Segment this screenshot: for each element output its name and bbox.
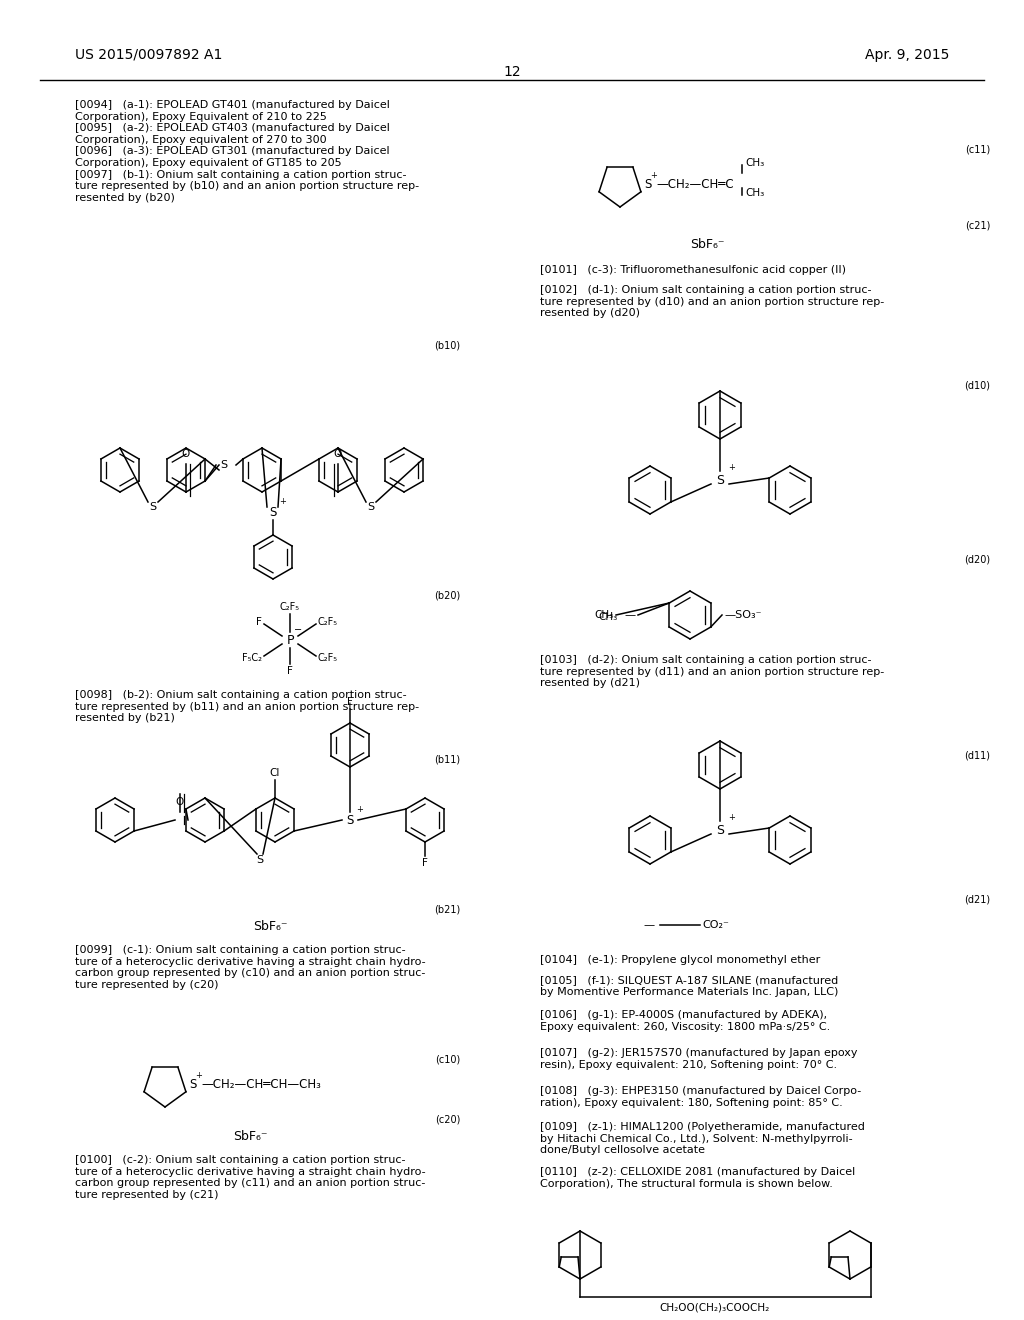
Text: (d21): (d21): [964, 895, 990, 906]
Text: CH₃: CH₃: [595, 610, 614, 620]
Text: SbF₆⁻: SbF₆⁻: [232, 1130, 267, 1143]
Text: S: S: [368, 502, 375, 512]
Text: [0094]   (a-1): EPOLEAD GT401 (manufactured by Daicel
Corporation), Epoxy Equiva: [0094] (a-1): EPOLEAD GT401 (manufacture…: [75, 100, 419, 203]
Text: SbF₆⁻: SbF₆⁻: [690, 238, 725, 251]
Text: —: —: [644, 920, 655, 931]
Text: F: F: [256, 616, 262, 627]
Text: [0102]   (d-1): Onium salt containing a cation portion struc-
ture represented b: [0102] (d-1): Onium salt containing a ca…: [540, 285, 885, 318]
Text: SbF₆⁻: SbF₆⁻: [253, 920, 288, 933]
Text: [0100]   (c-2): Onium salt containing a cation portion struc-
ture of a heterocy: [0100] (c-2): Onium salt containing a ca…: [75, 1155, 426, 1200]
Text: Apr. 9, 2015: Apr. 9, 2015: [864, 48, 949, 62]
Text: (d10): (d10): [964, 380, 990, 389]
Text: [0105]   (f-1): SILQUEST A-187 SILANE (manufactured
by Momentive Performance Mat: [0105] (f-1): SILQUEST A-187 SILANE (man…: [540, 975, 839, 997]
Text: (c11): (c11): [965, 145, 990, 154]
Text: F: F: [287, 667, 293, 676]
Text: F₅C₂: F₅C₂: [242, 653, 262, 663]
Text: (b20): (b20): [434, 590, 460, 601]
Text: (b11): (b11): [434, 755, 460, 766]
Text: S: S: [189, 1078, 197, 1092]
Text: US 2015/0097892 A1: US 2015/0097892 A1: [75, 48, 222, 62]
Text: [0103]   (d-2): Onium salt containing a cation portion struc-
ture represented b: [0103] (d-2): Onium salt containing a ca…: [540, 655, 885, 688]
Text: —SO₃⁻: —SO₃⁻: [724, 610, 762, 620]
Text: +: +: [280, 498, 287, 507]
Text: CO₂⁻: CO₂⁻: [702, 920, 729, 931]
Text: [0107]   (g-2): JER157S70 (manufactured by Japan epoxy
resin), Epoxy equivalent:: [0107] (g-2): JER157S70 (manufactured by…: [540, 1048, 857, 1069]
Text: [0109]   (z-1): HIMAL1200 (Polyetheramide, manufactured
by Hitachi Chemical Co.,: [0109] (z-1): HIMAL1200 (Polyetheramide,…: [540, 1122, 865, 1155]
Text: S: S: [716, 824, 724, 837]
Text: O: O: [182, 449, 190, 459]
Text: S: S: [269, 506, 276, 519]
Text: C₂F₅: C₂F₅: [318, 616, 338, 627]
Text: (d11): (d11): [964, 750, 990, 760]
Text: F: F: [422, 858, 428, 869]
Text: —CH₂—CH═CH—CH₃: —CH₂—CH═CH—CH₃: [201, 1078, 321, 1092]
Text: (c10): (c10): [435, 1055, 460, 1065]
Text: +: +: [728, 463, 735, 473]
Text: CH₃: CH₃: [745, 158, 764, 168]
Text: —CH₂—CH═C: —CH₂—CH═C: [656, 178, 733, 191]
Text: S: S: [256, 855, 263, 865]
Text: S: S: [644, 178, 651, 191]
Text: [0098]   (b-2): Onium salt containing a cation portion struc-
ture represented b: [0098] (b-2): Onium salt containing a ca…: [75, 690, 419, 723]
Text: CH₃: CH₃: [599, 612, 618, 622]
Text: (c20): (c20): [434, 1115, 460, 1125]
Text: Cl: Cl: [269, 768, 281, 777]
Text: [0104]   (e-1): Propylene glycol monomethyl ether: [0104] (e-1): Propylene glycol monomethy…: [540, 954, 820, 965]
Text: P: P: [287, 634, 294, 647]
Text: [0099]   (c-1): Onium salt containing a cation portion struc-
ture of a heterocy: [0099] (c-1): Onium salt containing a ca…: [75, 945, 426, 990]
Text: O: O: [176, 797, 184, 807]
Text: [0106]   (g-1): EP-4000S (manufactured by ADEKA),
Epoxy equivalent: 260, Viscosi: [0106] (g-1): EP-4000S (manufactured by …: [540, 1010, 830, 1032]
Text: (d20): (d20): [964, 554, 990, 565]
Text: CH₂OO(CH₂)₃COOCH₂: CH₂OO(CH₂)₃COOCH₂: [659, 1302, 770, 1312]
Text: (c21): (c21): [965, 220, 990, 230]
Text: —: —: [625, 610, 636, 620]
Text: [0110]   (z-2): CELLOXIDE 2081 (manufactured by Daicel
Corporation), The structu: [0110] (z-2): CELLOXIDE 2081 (manufactur…: [540, 1167, 855, 1188]
Text: 12: 12: [503, 65, 521, 79]
Text: CH₃: CH₃: [745, 187, 764, 198]
Text: C₂F₅: C₂F₅: [280, 602, 300, 612]
Text: +: +: [196, 1071, 203, 1080]
Text: +: +: [650, 170, 657, 180]
Text: S: S: [716, 474, 724, 487]
Text: S: S: [220, 459, 227, 470]
Text: F: F: [347, 697, 353, 708]
Text: (b21): (b21): [434, 906, 460, 915]
Text: +: +: [728, 813, 735, 822]
Text: [0108]   (g-3): EHPE3150 (manufactured by Daicel Corpo-
ration), Epoxy equivalen: [0108] (g-3): EHPE3150 (manufactured by …: [540, 1086, 861, 1107]
Text: S: S: [346, 813, 353, 826]
Text: (b10): (b10): [434, 341, 460, 350]
Text: −: −: [294, 624, 302, 635]
Text: [0101]   (c-3): Trifluoromethanesulfonic acid copper (II): [0101] (c-3): Trifluoromethanesulfonic a…: [540, 265, 846, 275]
Text: S: S: [150, 502, 157, 512]
Text: O: O: [334, 449, 342, 459]
Text: C₂F₅: C₂F₅: [318, 653, 338, 663]
Text: +: +: [356, 805, 364, 814]
